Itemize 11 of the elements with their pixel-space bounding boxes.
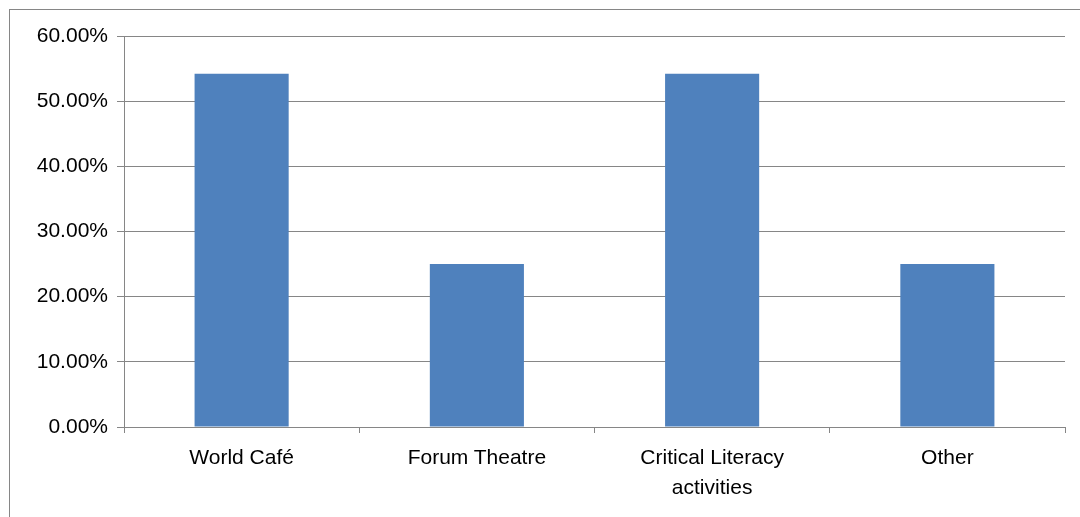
y-tick-label: 40.00% (36, 153, 108, 177)
y-tick-label: 60.00% (36, 22, 108, 46)
x-tick-label: World Café (189, 445, 294, 469)
x-tick-label: Critical Literacy activities (640, 445, 785, 499)
y-tick-label: 30.00% (36, 218, 108, 242)
y-tick-label: 50.00% (36, 87, 108, 111)
y-tick-label: 20.00% (36, 283, 108, 307)
y-tick-label: 0.00% (48, 413, 108, 437)
y-tick-label: 10.00% (36, 348, 108, 372)
x-tick-label: Forum Theatre (407, 445, 547, 469)
x-tick-label: Other (921, 445, 974, 469)
